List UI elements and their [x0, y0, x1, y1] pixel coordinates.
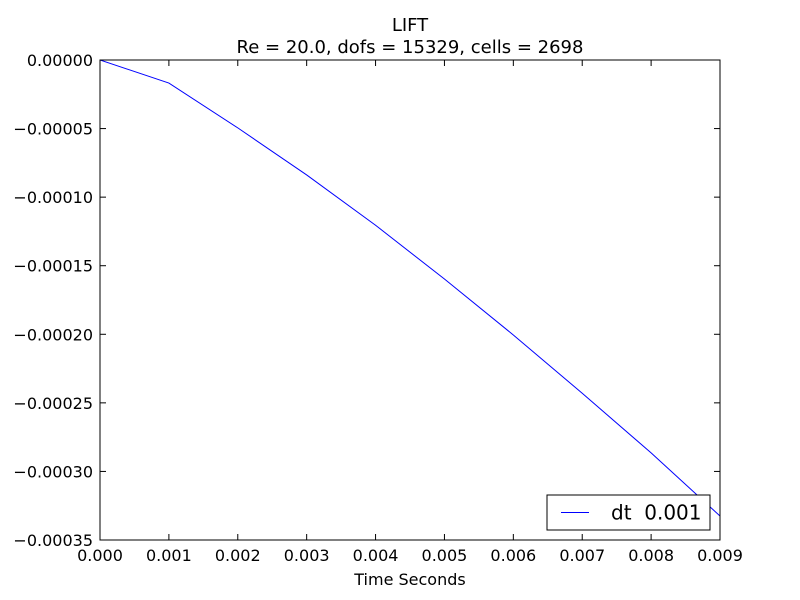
plot-frame — [99, 59, 721, 541]
legend-label: dt 0.001 — [611, 501, 702, 525]
x-tick-label: 0.007 — [559, 546, 605, 565]
x-tick-label: 0.009 — [697, 546, 743, 565]
x-tick-label: 0.006 — [490, 546, 536, 565]
x-tick-label: 0.008 — [628, 546, 674, 565]
y-tick-label: 0.00000 — [27, 51, 93, 70]
y-tick-label: −0.00010 — [13, 188, 93, 207]
x-axis-label: Time Seconds — [353, 570, 465, 589]
plot-area: 0.000 0.001 0.002 0.003 0.004 0.005 0.006 0.007… — [13, 51, 742, 565]
x-tick-label: 0.001 — [146, 546, 192, 565]
y-tick-label: −0.00035 — [13, 531, 93, 550]
y-tick-label: −0.00005 — [13, 120, 93, 139]
x-tick-label: 0.002 — [215, 546, 261, 565]
y-tick-label: −0.00025 — [13, 394, 93, 413]
x-tick-label: 0.000 — [77, 546, 123, 565]
x-tick-label: 0.005 — [422, 546, 468, 565]
x-tick-label: 0.003 — [284, 546, 330, 565]
chart-title: LIFT — [392, 15, 429, 36]
chart-subtitle: Re = 20.0, dofs = 15329, cells = 2698 — [237, 37, 584, 58]
y-tick-label: −0.00020 — [13, 325, 93, 344]
y-tick-label: −0.00015 — [13, 257, 93, 276]
series-line-1 — [100, 60, 720, 517]
x-tick-label: 0.004 — [353, 546, 399, 565]
y-tick-label: −0.00030 — [13, 462, 93, 481]
